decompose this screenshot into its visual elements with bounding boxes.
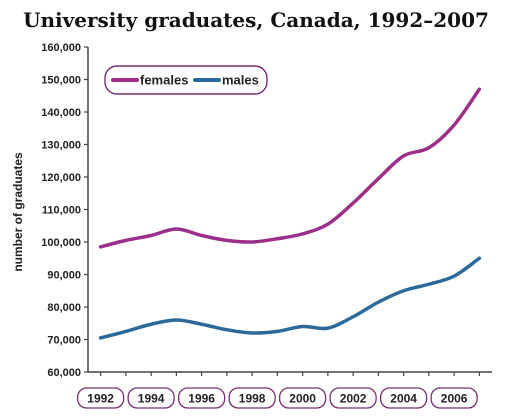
x-tick-label: 1994 [127,387,175,409]
x-tick-badge [430,387,478,409]
x-tick-badge [177,387,226,409]
series-lines [98,87,482,340]
x-tick-label: 1992 [76,387,125,409]
x-tick-badge [379,387,428,409]
x-tick-text: 2002 [340,392,367,406]
legend-entry-males: males [193,73,259,88]
x-tick-badge [228,387,276,409]
x-tick-badge [329,387,377,409]
x-tick-label: 1998 [228,387,276,409]
y-tick-label: 70,000 [47,335,81,347]
series-line-females [98,87,482,249]
x-tick-label: 2002 [329,387,377,409]
x-tick-text: 2006 [441,392,468,406]
x-tick-label: 2004 [379,387,428,409]
x-tick-badge [278,387,327,409]
y-axis-label: number of graduates [11,152,25,272]
plot-area: 60,000 70,000 80,000 90,000 100,000 110,000 12… [41,42,492,409]
x-tick-text: 2000 [289,392,316,406]
x-tick-badge [127,387,175,409]
x-tick-label: 1996 [177,387,226,409]
y-tick-label: 100,000 [41,237,81,249]
y-tick-label: 140,000 [41,107,81,119]
y-tick-label: 130,000 [41,140,81,152]
y-tick-label: 90,000 [47,270,81,282]
y-tick-label: 160,000 [41,42,81,54]
y-tick-label: 60,000 [47,367,81,379]
x-tick-text: 1998 [239,392,266,406]
y-tick-label: 150,000 [41,75,81,87]
legend-entry-females: females [111,73,188,88]
legend-box [104,65,268,95]
legend-label: females [140,73,188,88]
x-tick-text: 1994 [138,392,165,406]
x-tick-label: 2000 [278,387,327,409]
y-tick-label: 120,000 [41,172,81,184]
x-tick-text: 1996 [188,392,215,406]
chart-title: University graduates, Canada, 1992–2007 [23,8,489,32]
legend: females males [104,65,268,95]
legend-label: males [222,73,259,88]
y-tick-label: 110,000 [42,205,81,217]
y-tick-label: 80,000 [47,302,81,314]
x-axis-ticks: 1992 1994 1996 1998 2000 2002 2004 2006 [76,372,480,409]
y-axis-ticks: 60,000 70,000 80,000 90,000 100,000 110,000 12… [41,42,88,379]
x-tick-text: 1992 [87,392,114,406]
x-tick-badge [76,387,125,409]
x-tick-label: 2006 [430,387,478,409]
series-line-males [98,256,482,340]
x-tick-text: 2004 [390,392,417,406]
